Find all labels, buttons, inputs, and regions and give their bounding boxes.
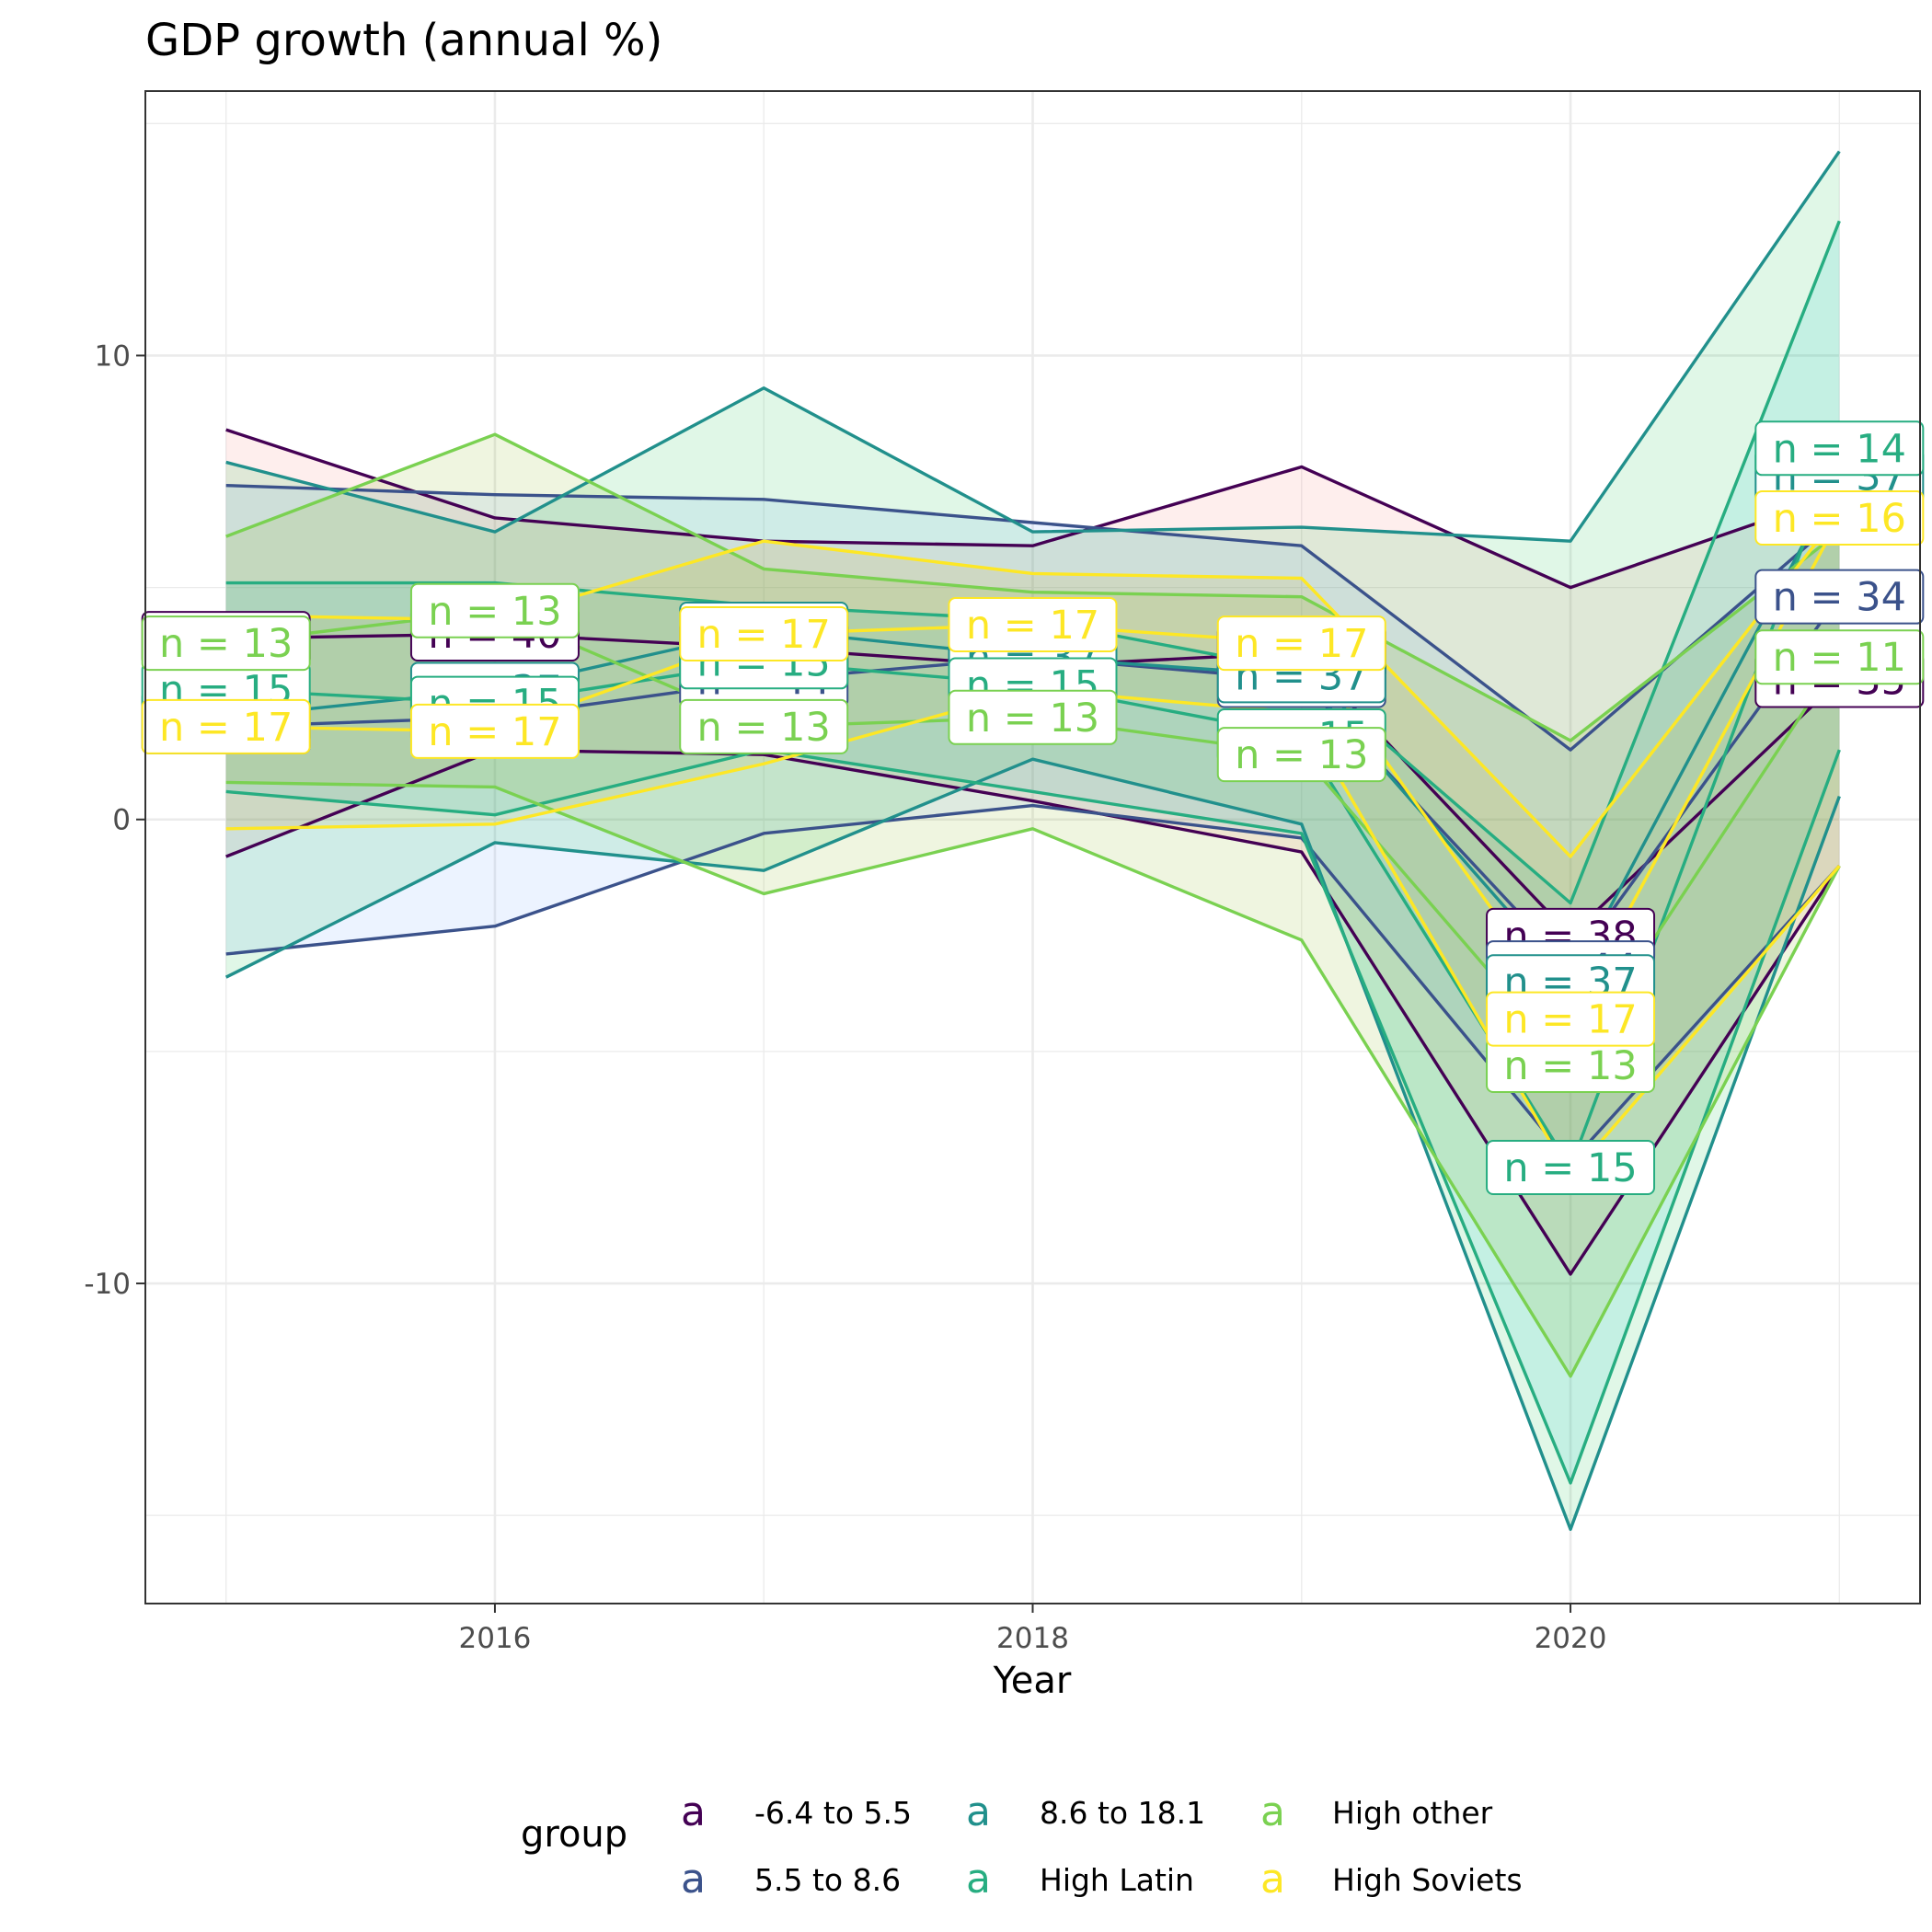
legend-key: a [966,1856,991,1903]
series-line-lower [224,757,1841,1532]
gridlines [145,91,1920,1604]
count-label-text: n = 13 [428,589,561,635]
y-tick-label: 0 [112,804,131,837]
legend-key: a [1260,1788,1285,1835]
ribbon-band [225,485,1840,1163]
count-label: n = 17 [948,596,1118,652]
legend-key: a [966,1788,991,1835]
count-label: n = 13 [409,582,580,638]
legend-label: 5.5 to 8.6 [754,1862,901,1898]
legend-key: a [681,1788,706,1835]
count-label-box [141,615,311,672]
series-line-lower [225,748,1841,1485]
count-label-text: n = 13 [1235,732,1368,778]
count-label: n = 17 [1216,615,1386,672]
count-label-box [1754,420,1925,477]
legend-key: a [681,1856,706,1903]
count-label: n = 16 [1754,489,1925,546]
count-label-text: n = 17 [1503,997,1637,1043]
count-label: n = 13 [141,615,311,672]
count-label-text: n = 13 [966,696,1099,742]
series-line-upper [225,483,1841,752]
count-label-text: n = 17 [159,705,293,751]
count-label-text: n = 13 [1503,1043,1637,1089]
count-label-box [409,582,580,638]
count-label-box [679,606,849,662]
count-label-text: n = 13 [159,621,293,667]
count-label-text: n = 17 [428,709,561,755]
x-tick-label: 2018 [996,1622,1069,1655]
series-line-upper [225,428,1840,590]
legend-label: 8.6 to 18.1 [1040,1795,1205,1831]
y-tick-label: -10 [84,1268,131,1301]
count-label: n = 13 [948,689,1118,745]
count-label-text: n = 13 [697,705,831,751]
count-label-box [679,698,849,754]
count-label-text: n = 15 [1503,1145,1637,1191]
count-label: n = 15 [1486,1139,1656,1195]
count-label: n = 34 [1754,569,1925,625]
count-label: n = 17 [141,698,311,754]
legend-label: -6.4 to 5.5 [754,1795,912,1831]
count-label-box [948,596,1118,652]
count-label-box [1216,615,1386,672]
y-tick-label: 10 [95,339,131,373]
count-label-box [1754,489,1925,546]
count-label: n = 17 [679,606,849,662]
count-label-box [1486,991,1656,1047]
series-line-upper [225,150,1841,543]
count-label-box [1486,1139,1656,1195]
legend-label: High Soviets [1332,1862,1523,1898]
x-axis: 2016 2018 2020 [459,1604,1607,1655]
count-label: n = 17 [409,703,580,759]
count-label: n = 17 [1486,991,1656,1047]
legend-label: High other [1332,1795,1493,1831]
count-label-box [409,703,580,759]
count-label-box [948,689,1118,745]
x-tick-label: 2020 [1535,1622,1607,1655]
x-axis-title: Year [993,1660,1072,1702]
count-label-box [141,698,311,754]
y-axis: -10 0 10 [84,339,145,1301]
count-label: n = 14 [1754,420,1925,477]
count-label: n = 13 [1216,727,1386,783]
series-line-upper [225,432,1841,742]
count-labels: n = 41n = 40n = 40n = 40n = 40n = 38n = … [141,420,1925,1195]
count-label-text: n = 14 [1773,426,1906,472]
count-label-text: n = 11 [1773,635,1906,681]
count-label: n = 11 [1754,629,1925,685]
legend: group a -6.4 to 5.5 a 5.5 to 8.6 a 8.6 to 18.… [521,1788,1523,1903]
chart-title: GDP growth (annual %) [145,15,662,66]
ribbon-band [225,512,1840,1178]
count-label: n = 13 [1486,1038,1656,1094]
count-label-box [1754,569,1925,625]
legend-label: High Latin [1040,1862,1194,1898]
legend-title: group [521,1813,627,1856]
count-label: n = 13 [679,698,849,754]
count-label-text: n = 17 [697,612,831,658]
series-line-lower [225,780,1841,1378]
count-label-text: n = 17 [1235,621,1368,667]
x-tick-label: 2016 [459,1622,532,1655]
count-label-text: n = 16 [1773,496,1906,542]
count-label-box [1754,629,1925,685]
count-label-text: n = 17 [966,603,1099,649]
count-label-box [1216,727,1386,783]
legend-key: a [1260,1856,1285,1903]
count-label-text: n = 34 [1773,575,1906,621]
